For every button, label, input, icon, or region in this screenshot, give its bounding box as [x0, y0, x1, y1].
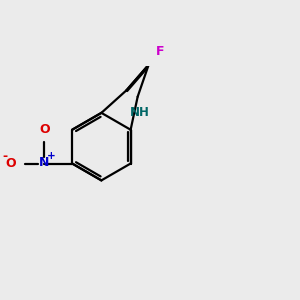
Text: O: O	[6, 157, 16, 170]
Text: NH: NH	[129, 106, 149, 119]
Text: F: F	[156, 44, 165, 58]
Text: -: -	[2, 150, 8, 163]
Text: +: +	[46, 151, 55, 161]
Text: N: N	[39, 156, 49, 169]
Text: O: O	[39, 124, 50, 136]
